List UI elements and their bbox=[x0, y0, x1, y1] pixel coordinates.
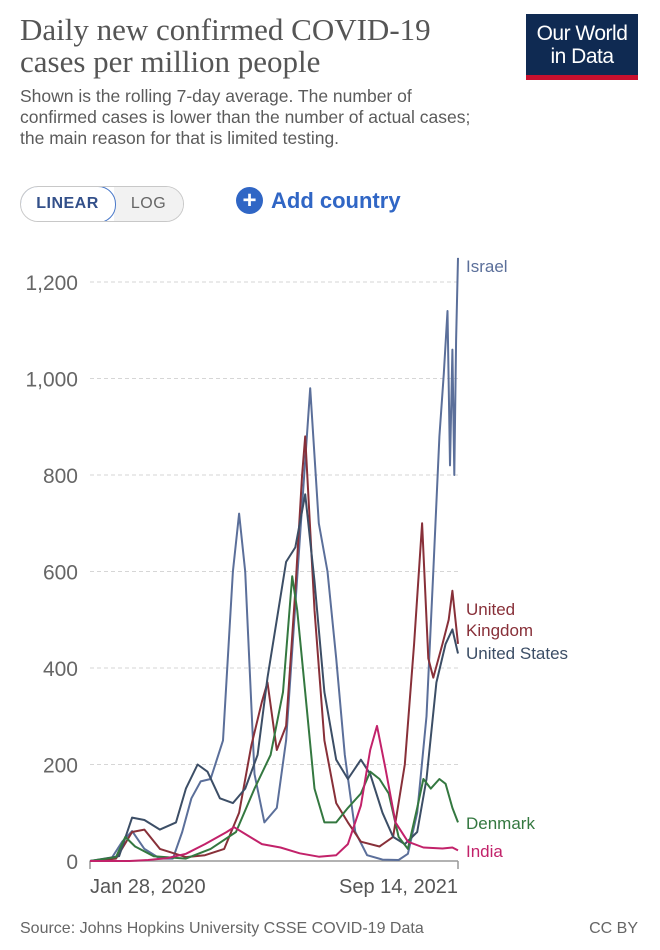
y-tick-label-1200: 1,200 bbox=[25, 272, 78, 295]
license-label[interactable]: CC BY bbox=[589, 920, 638, 937]
source-note[interactable]: Source: Johns Hopkins University CSSE CO… bbox=[20, 920, 424, 937]
scale-toggle: LINEAR LOG bbox=[20, 186, 184, 222]
log-scale-button[interactable]: LOG bbox=[114, 187, 183, 221]
chart-subtitle: Shown is the rolling 7-day average. The … bbox=[20, 86, 471, 148]
x-tick-label-0: Jan 28, 2020 bbox=[90, 876, 206, 898]
series-line-israel bbox=[89, 257, 459, 862]
chart-title: Daily new confirmed COVID-19 cases per m… bbox=[20, 12, 431, 79]
series-line-india bbox=[90, 724, 459, 862]
series-line-united-kingdom bbox=[89, 435, 459, 862]
y-tick-label-600: 600 bbox=[43, 562, 78, 585]
x-tick-label-1: Sep 14, 2021 bbox=[339, 876, 458, 898]
y-tick-label-1000: 1,000 bbox=[25, 369, 78, 392]
series-label-united-kingdom-2: Kingdom bbox=[466, 621, 533, 640]
owid-logo[interactable]: Our World in Data bbox=[526, 14, 638, 80]
logo-line-2: in Data bbox=[550, 45, 614, 68]
y-tick-label-0: 0 bbox=[66, 851, 78, 874]
series-line-united-states bbox=[89, 493, 459, 862]
series-label-israel: Israel bbox=[466, 257, 508, 276]
y-tick-label-400: 400 bbox=[43, 658, 78, 681]
add-country-button[interactable]: + Add country bbox=[236, 187, 401, 214]
series-label-india: India bbox=[466, 842, 503, 861]
y-tick-label-800: 800 bbox=[43, 465, 78, 488]
linear-scale-button[interactable]: LINEAR bbox=[21, 187, 116, 221]
line-chart: 0 200 400 600 800 1,000 1,200 Jan 28, 2020 Sep 1… bbox=[25, 257, 568, 898]
series-label-united-states: United States bbox=[466, 644, 568, 663]
add-country-label: Add country bbox=[271, 187, 401, 213]
series-label-denmark: Denmark bbox=[466, 814, 535, 833]
y-tick-label-200: 200 bbox=[43, 755, 78, 778]
logo-line-1: Our World bbox=[536, 22, 628, 45]
series-label-united-kingdom-1: United bbox=[466, 600, 515, 619]
series-line-denmark bbox=[89, 575, 459, 862]
plus-circle-icon: + bbox=[236, 187, 263, 214]
